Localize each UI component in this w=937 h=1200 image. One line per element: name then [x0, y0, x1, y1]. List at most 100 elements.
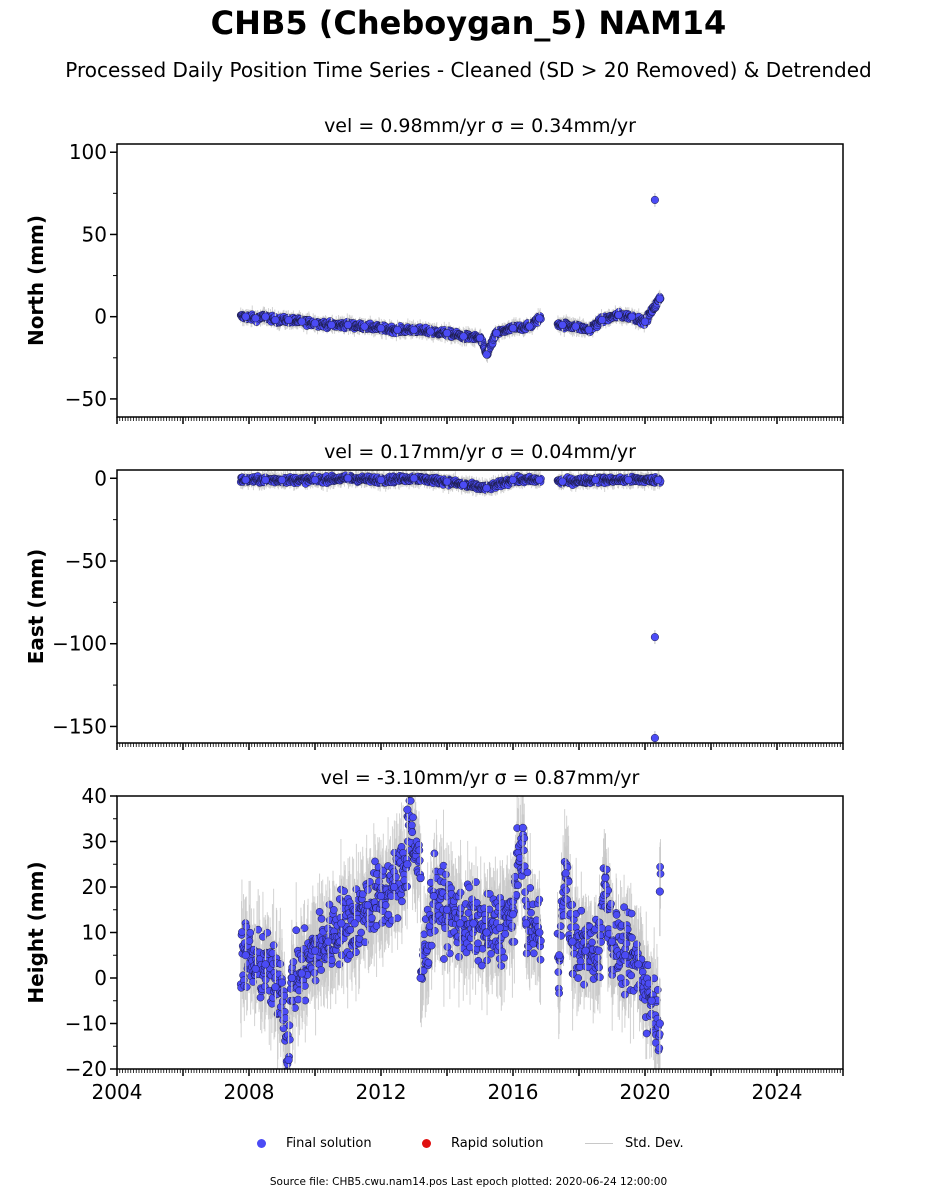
height-point-30: [621, 951, 630, 960]
height-point-22: [508, 910, 518, 919]
legend-final-marker: [257, 1139, 266, 1148]
north-ytick-label-3: 100: [69, 140, 107, 164]
height-point-2: [261, 960, 270, 969]
east-ytick-label-0: −150: [52, 714, 107, 738]
north-series: [236, 289, 665, 363]
legend-std: Std. Dev.: [585, 1136, 684, 1151]
height-point-27: [581, 946, 590, 955]
height-ytick-label-3: 10: [82, 921, 107, 945]
height-point-8: [324, 937, 333, 946]
north-point-24: [584, 325, 593, 334]
height-point-36: [284, 1055, 293, 1064]
north-point-2: [261, 312, 270, 321]
height-point-21: [495, 923, 504, 933]
north-point-28: [640, 317, 650, 326]
north-ytick-label-2: 50: [82, 222, 107, 246]
north-point-3: [271, 315, 280, 325]
height-ytick-label-4: 20: [82, 875, 107, 899]
north-panel-title: vel = 0.98mm/yr σ = 0.34mm/yr: [324, 115, 636, 137]
legend-rapid: Rapid solution: [422, 1136, 543, 1151]
east-ytick-label-1: −100: [52, 632, 107, 656]
height-point-3: [271, 983, 280, 992]
height-panel-title: vel = -3.10mm/yr σ = 0.87mm/yr: [321, 767, 640, 789]
east-point-7: [442, 477, 452, 486]
height-point-40: [655, 887, 664, 896]
north-point-12: [409, 325, 419, 334]
east-point-12: [558, 477, 567, 486]
legend: Final solution Rapid solution Std. Dev.: [0, 1136, 937, 1158]
east-point-17: [650, 733, 659, 743]
north-point-1: [251, 314, 260, 323]
north-point-22: [558, 320, 567, 329]
height-xtick-label-2: 2012: [356, 1080, 407, 1104]
height-point-23: [522, 919, 531, 928]
east-point-2: [277, 475, 287, 484]
north-y-axis-label: North (mm): [24, 215, 48, 346]
height-point-19: [469, 919, 478, 928]
north-ytick-label-0: −50: [65, 387, 107, 411]
height-point-35: [518, 823, 527, 832]
height-point-20: [482, 928, 491, 937]
height-ytick-label-0: −20: [65, 1057, 107, 1081]
height-ytick-label-6: 40: [82, 784, 107, 808]
height-point-38: [561, 869, 570, 878]
east-point-8: [459, 480, 468, 489]
north-point-27: [627, 312, 636, 321]
height-point-6: [297, 969, 306, 978]
height-point-25: [555, 951, 564, 960]
north-point-8: [343, 320, 353, 329]
height-xtick-label-3: 2016: [488, 1080, 539, 1104]
east-point-14: [624, 475, 633, 484]
north-point-6: [310, 319, 320, 328]
north-point-21: [535, 314, 544, 323]
source-footer: Source file: CHB5.cwu.nam14.pos Last epo…: [269, 1176, 668, 1188]
height-point-0: [241, 951, 250, 960]
height-ytick-label-1: −10: [65, 1012, 107, 1036]
east-point-16: [650, 633, 659, 642]
height-point-13: [390, 882, 399, 892]
north-point-9: [360, 322, 369, 331]
east-point-9: [482, 484, 491, 493]
height-point-37: [416, 973, 425, 983]
east-point-13: [591, 475, 600, 484]
north-point-10: [376, 324, 386, 333]
north-point-17: [482, 350, 491, 359]
east-point-4: [343, 474, 353, 483]
north-point-0: [241, 312, 250, 321]
east-point-5: [376, 475, 386, 484]
height-series: [236, 796, 665, 1069]
height-point-39: [601, 873, 610, 882]
height-point-5: [287, 973, 296, 983]
north-point-23: [571, 322, 580, 331]
east-y-axis-label: East (mm): [24, 549, 48, 665]
height-point-33: [655, 1019, 664, 1028]
east-plot-frame: [116, 469, 844, 744]
north-point-13: [426, 327, 435, 336]
legend-final-label: Final solution: [286, 1136, 372, 1151]
north-point-7: [327, 320, 336, 329]
height-point-12: [376, 892, 386, 901]
height-point-31: [634, 960, 643, 969]
east-point-15: [654, 475, 663, 484]
north-point-18: [492, 329, 501, 338]
height-point-10: [350, 919, 359, 928]
north-point-11: [393, 325, 402, 334]
east-panel-title: vel = 0.17mm/yr σ = 0.04mm/yr: [324, 441, 636, 463]
height-y-axis-label: Height (mm): [24, 861, 48, 1003]
legend-rapid-marker: [422, 1139, 431, 1148]
height-point-18: [456, 919, 465, 928]
height-point-15: [416, 873, 425, 882]
legend-rapid-label: Rapid solution: [451, 1136, 544, 1151]
height-ytick-label-2: 0: [94, 966, 107, 990]
height-point-16: [429, 892, 438, 901]
height-xtick-label-4: 2020: [620, 1080, 671, 1104]
north-point-26: [614, 310, 623, 320]
height-point-9: [337, 919, 346, 928]
north-point-16: [475, 334, 485, 343]
height-point-1: [251, 964, 260, 973]
north-plot-frame: [116, 143, 844, 418]
page-subtitle: Processed Daily Position Time Series - C…: [65, 58, 872, 82]
page-title: CHB5 (Cheboygan_5) NAM14: [210, 4, 727, 42]
height-point-34: [403, 805, 412, 814]
north-point-29: [650, 195, 659, 204]
